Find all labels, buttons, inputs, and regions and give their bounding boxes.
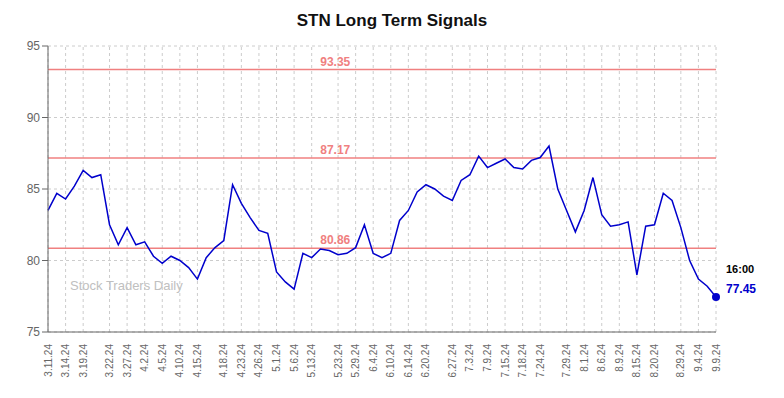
svg-text:4.5.24: 4.5.24 [157,344,168,372]
svg-text:7.3.24: 7.3.24 [464,344,475,372]
svg-text:6.27.24: 6.27.24 [447,344,458,378]
svg-text:6.20.24: 6.20.24 [420,344,431,378]
svg-text:8.29.24: 8.29.24 [675,344,686,378]
svg-text:7.24.24: 7.24.24 [535,344,546,378]
svg-text:3.19.24: 3.19.24 [78,344,89,378]
svg-text:3.11.24: 3.11.24 [43,344,54,377]
svg-text:6.4.24: 6.4.24 [368,344,379,372]
svg-text:4.15.24: 4.15.24 [192,344,203,378]
svg-text:7.9.24: 7.9.24 [482,344,493,372]
svg-text:8.15.24: 8.15.24 [631,344,642,378]
svg-text:8.9.24: 8.9.24 [614,344,625,372]
svg-text:9.4.24: 9.4.24 [693,344,704,372]
svg-text:5.6.24: 5.6.24 [289,344,300,372]
svg-text:8.6.24: 8.6.24 [596,344,607,372]
svg-text:6.10.24: 6.10.24 [385,344,396,378]
svg-text:16:00: 16:00 [726,263,754,275]
svg-text:75: 75 [27,325,41,339]
svg-text:93.35: 93.35 [320,55,350,69]
svg-text:7.29.24: 7.29.24 [561,344,572,378]
svg-text:5.13.24: 5.13.24 [306,344,317,378]
svg-text:90: 90 [27,111,41,125]
svg-text:3.22.24: 3.22.24 [104,344,115,378]
svg-text:80: 80 [27,254,41,268]
svg-text:4.2.24: 4.2.24 [139,344,150,372]
svg-text:6.14.24: 6.14.24 [403,344,414,378]
html-text:STN Long Term Signals: STN Long Term Signals [296,11,488,30]
html-text:Stock Traders Daily: Stock Traders Daily [70,278,183,293]
svg-text:95: 95 [27,39,41,53]
svg-text:80.86: 80.86 [320,233,350,247]
svg-text:4.18.24: 4.18.24 [218,344,229,378]
svg-text:4.10.24: 4.10.24 [174,344,185,378]
svg-text:4.26.24: 4.26.24 [253,344,264,378]
svg-text:9.9.24: 9.9.24 [711,344,722,372]
svg-text:3.27.24: 3.27.24 [122,344,133,378]
svg-text:7.18.24: 7.18.24 [517,344,528,378]
svg-text:5.29.24: 5.29.24 [350,344,361,378]
svg-text:8.1.24: 8.1.24 [579,344,590,372]
svg-text:5.23.24: 5.23.24 [333,344,344,378]
svg-text:85: 85 [27,182,41,196]
svg-text:3.14.24: 3.14.24 [60,344,71,378]
svg-text:87.17: 87.17 [320,143,350,157]
svg-text:77.45: 77.45 [726,282,756,296]
svg-text:7.15.24: 7.15.24 [500,344,511,378]
svg-text:8.20.24: 8.20.24 [649,344,660,378]
svg-text:5.1.24: 5.1.24 [271,344,282,372]
svg-text:4.23.24: 4.23.24 [236,344,247,378]
